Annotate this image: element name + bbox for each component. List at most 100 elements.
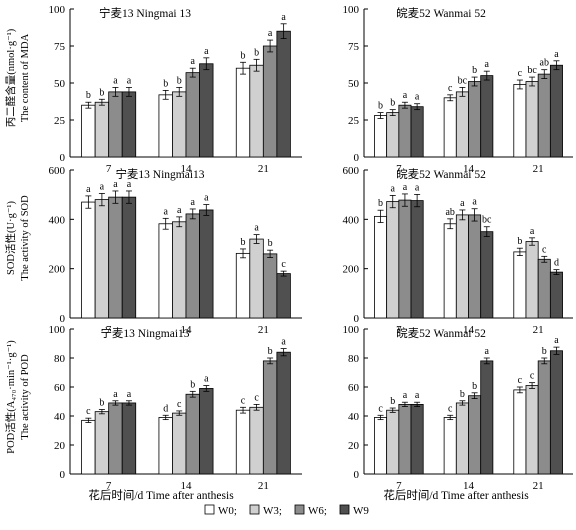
significance-label: b	[390, 396, 395, 407]
y-tick-label: 400	[49, 214, 66, 226]
significance-label: b	[378, 198, 383, 209]
bar-w6	[185, 213, 200, 319]
significance-label: a	[113, 179, 118, 190]
x-tick-label: 21	[533, 163, 544, 175]
chart-title: 宁麦13 Ningmai13	[115, 167, 204, 181]
x-tick-label: 14	[181, 480, 193, 492]
y-tick-label: 100	[343, 324, 360, 336]
significance-label: a	[204, 46, 209, 57]
significance-label: a	[113, 389, 118, 400]
bar-w0	[513, 84, 527, 158]
bar-w3	[249, 64, 264, 158]
significance-label: a	[254, 223, 259, 234]
significance-label: a	[100, 181, 105, 192]
significance-label: b	[378, 101, 383, 112]
significance-label: ab	[445, 207, 454, 218]
significance-label: a	[281, 12, 286, 23]
bar-w3	[94, 411, 110, 475]
bar-w6	[262, 360, 278, 475]
significance-label: b	[241, 50, 246, 61]
y-tick-label: 600	[49, 165, 66, 177]
significance-label: c	[542, 244, 547, 255]
significance-label: a	[113, 75, 118, 86]
significance-label: a	[403, 90, 408, 101]
significance-label: a	[391, 183, 396, 194]
row-label-sod-en: The activity of SOD	[20, 195, 31, 281]
y-tick-label: 80	[348, 353, 360, 365]
significance-label: bc	[458, 75, 468, 86]
bar-w3	[455, 91, 469, 158]
x-tick-label: 14	[181, 324, 193, 336]
significance-label: bc	[482, 215, 492, 226]
x-tick-label: 14	[463, 480, 475, 492]
chart-title: 皖麦52 Wanmai 52	[396, 6, 486, 20]
bar-w6	[537, 360, 551, 475]
y-tick-label: 50	[348, 78, 360, 90]
significance-label: d	[163, 403, 168, 414]
significance-label: a	[204, 374, 209, 385]
bar-w9	[480, 75, 494, 158]
bar-w0	[158, 94, 173, 158]
bar-w3	[386, 201, 400, 319]
bar-w3	[172, 221, 187, 319]
bar-w0	[81, 201, 96, 319]
significance-label: b	[517, 236, 522, 247]
significance-label: ab	[540, 58, 549, 69]
y-tick-label: 600	[343, 165, 360, 177]
bar-w6	[185, 72, 200, 158]
significance-label: a	[268, 28, 273, 39]
significance-label: a	[554, 335, 559, 346]
bar-w9	[199, 209, 214, 319]
significance-label: b	[472, 381, 477, 392]
significance-label: b	[390, 98, 395, 109]
bar-w0	[443, 417, 457, 475]
significance-label: b	[86, 90, 91, 101]
chart-title: 皖麦52 Wanmai 52	[396, 167, 486, 181]
significance-label: a	[403, 182, 408, 193]
bar-w0	[81, 104, 96, 158]
bar-w9	[199, 63, 214, 158]
legend-label: W0;	[218, 505, 237, 517]
significance-label: b	[460, 389, 465, 400]
y-tick-label: 75	[54, 41, 66, 53]
significance-label: a	[485, 59, 490, 70]
significance-label: c	[518, 375, 523, 386]
significance-label: b	[177, 75, 182, 86]
bar-w6	[468, 81, 482, 158]
x-tick-label: 14	[463, 324, 475, 336]
row-label-mda-en: The content of MDA	[20, 33, 31, 122]
y-tick-label: 0	[354, 152, 360, 164]
bar-w6	[262, 45, 278, 158]
significance-label: a	[281, 337, 286, 348]
y-tick-label: 100	[49, 4, 66, 16]
y-tick-label: 25	[348, 115, 360, 127]
significance-label: b	[190, 379, 195, 390]
bar-w6	[468, 395, 482, 475]
bar-w0	[374, 417, 388, 475]
bar-w6	[108, 196, 123, 319]
x-tick-label: 7	[396, 480, 402, 492]
bar-w0	[235, 252, 251, 319]
y-tick-label: 0	[60, 152, 66, 164]
bar-w0	[443, 223, 457, 319]
significance-label: c	[448, 83, 453, 94]
x-axis-label-right: 花后时间/d Time after anthesis	[383, 489, 529, 502]
significance-label: b	[163, 78, 168, 89]
significance-label: b	[268, 238, 273, 249]
y-tick-label: 0	[354, 469, 360, 481]
significance-label: a	[191, 56, 196, 67]
significance-label: c	[86, 406, 91, 417]
significance-label: c	[518, 68, 523, 79]
bar-w6	[398, 104, 412, 158]
legend-label: W9	[353, 505, 369, 517]
bar-w3	[525, 81, 539, 158]
y-tick-label: 40	[54, 411, 66, 423]
legend-swatch	[294, 504, 305, 515]
significance-label: a	[403, 390, 408, 401]
y-tick-label: 0	[354, 313, 360, 325]
y-tick-label: 25	[54, 115, 66, 127]
